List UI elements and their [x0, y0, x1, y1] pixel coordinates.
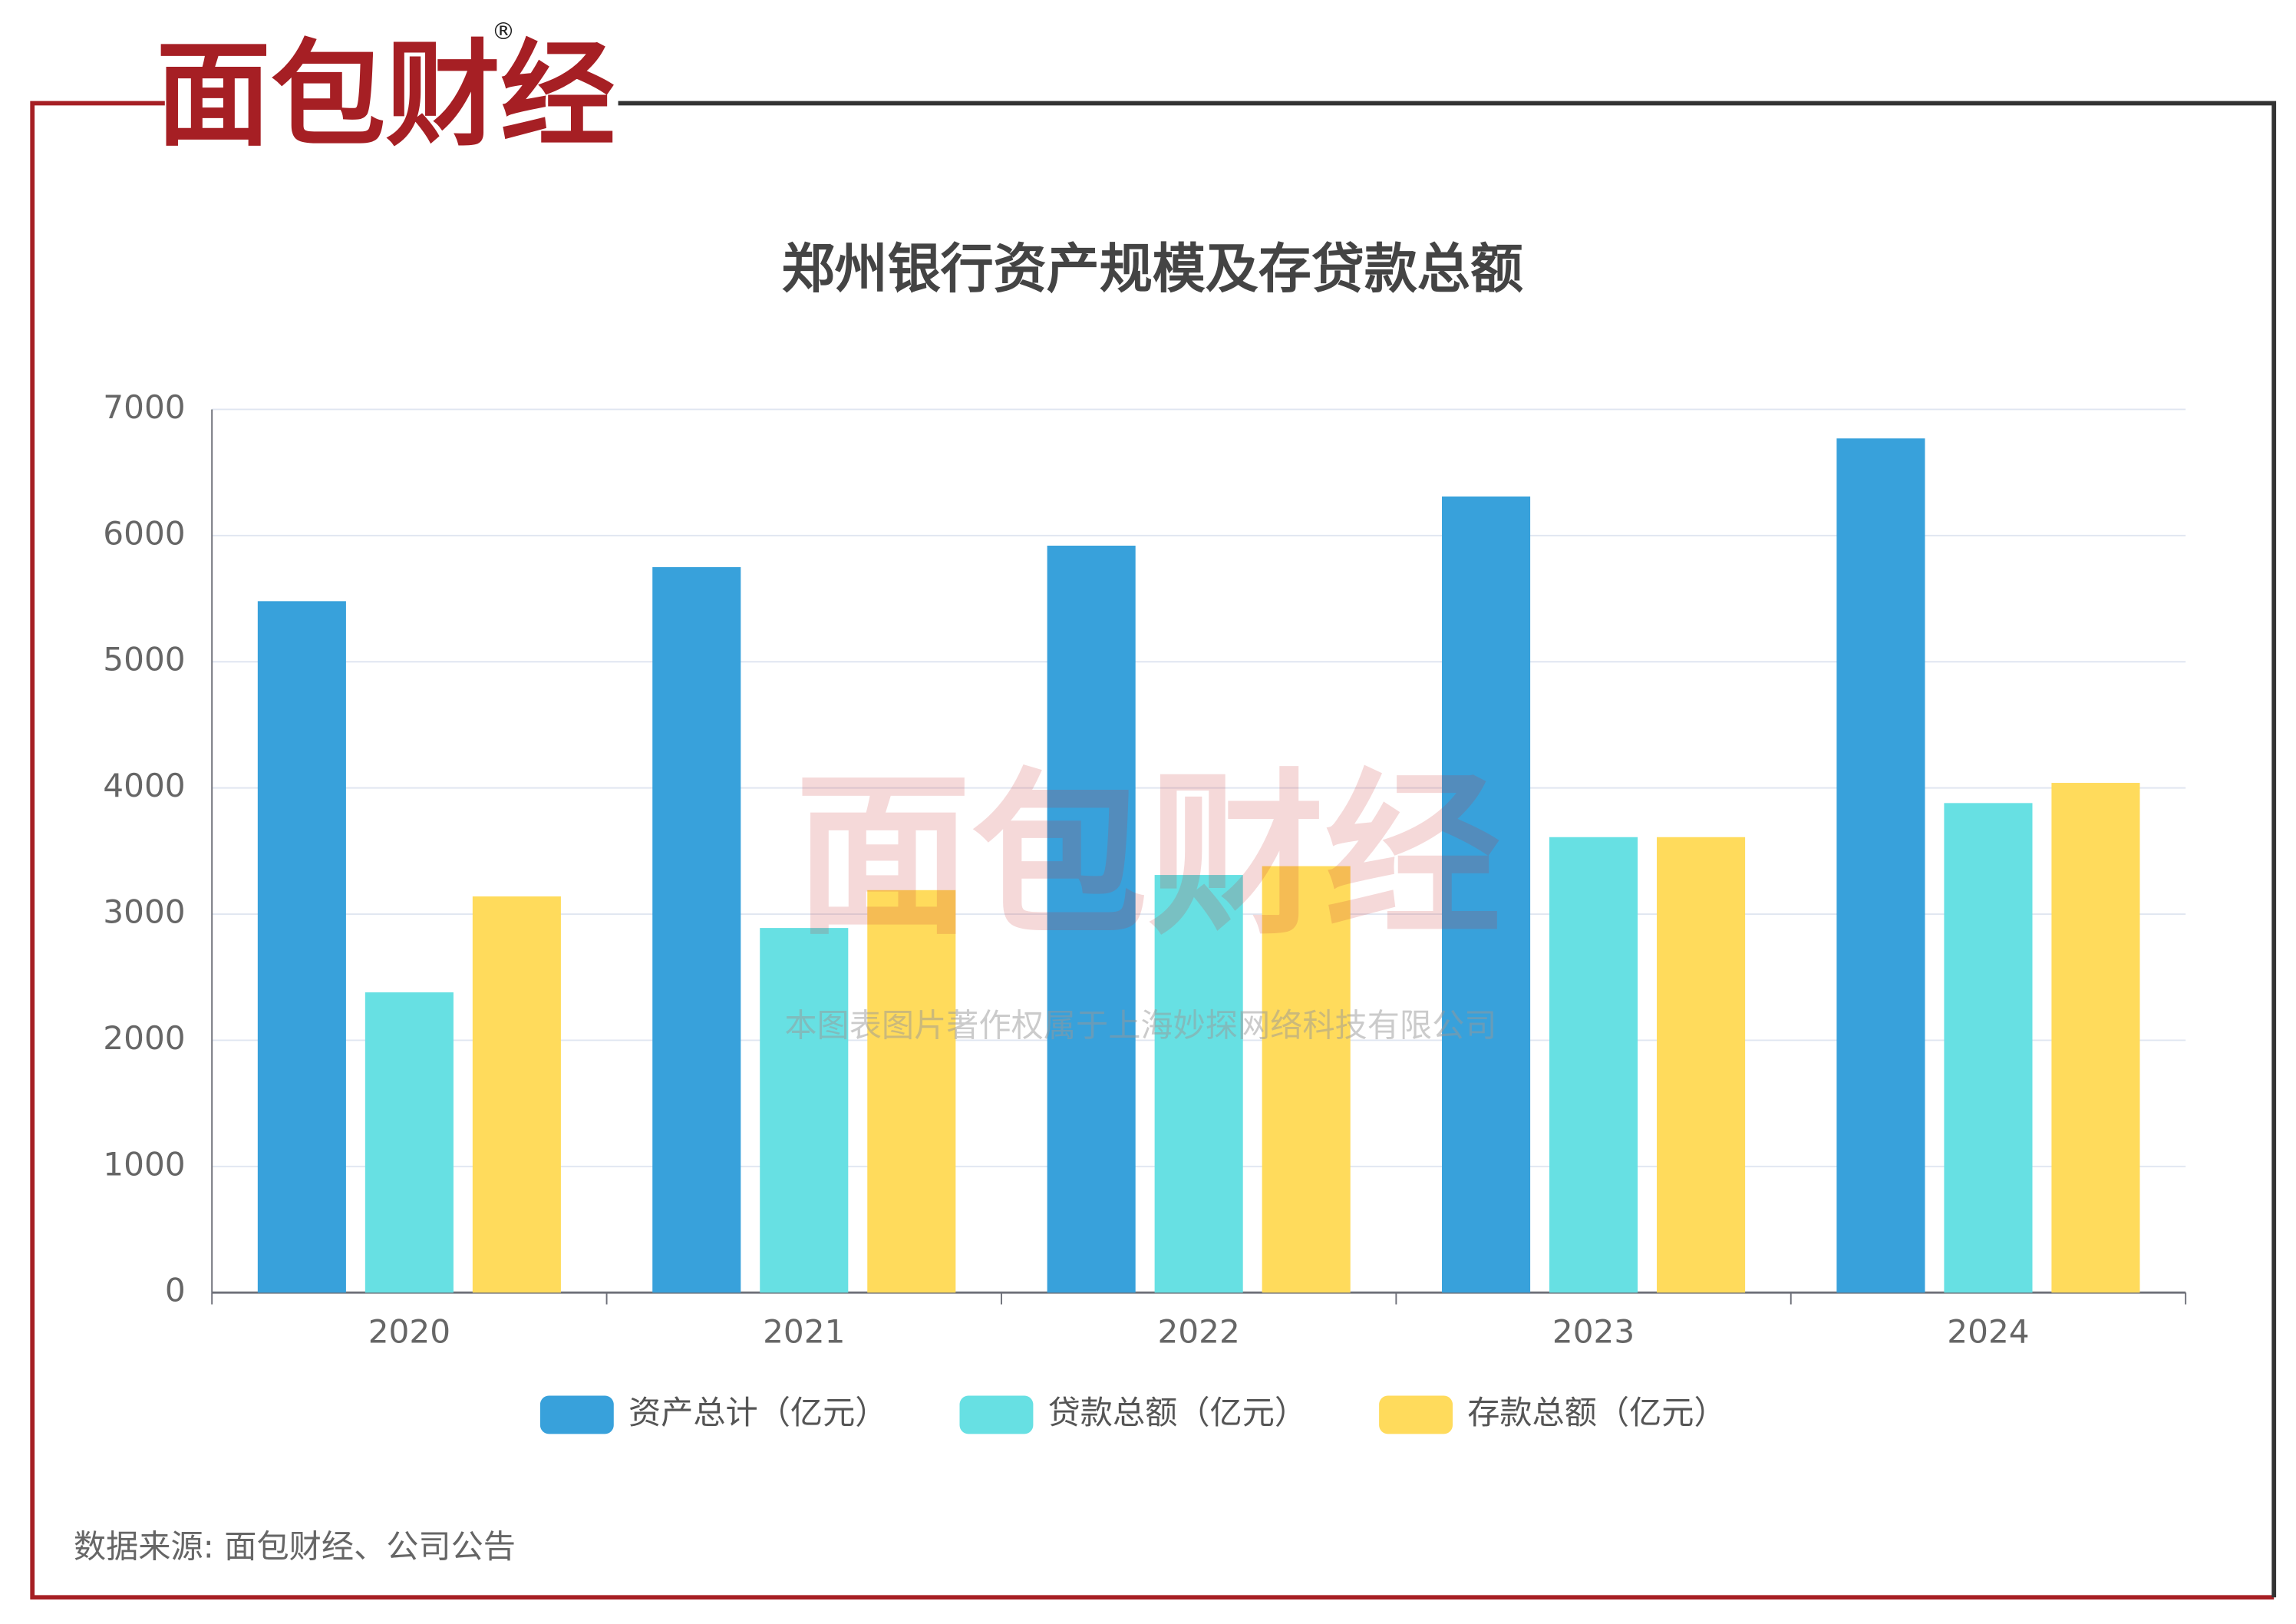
bar: [365, 992, 454, 1293]
legend-swatch: [959, 1395, 1034, 1434]
frame-dark: [618, 101, 2277, 1598]
bar: [472, 896, 561, 1293]
plot: 0 1000 2000 3000 4000 5000 6000 7000 2020 2021 202…: [103, 388, 2187, 1434]
y-tick-label: 2000: [103, 1019, 185, 1057]
bar: [1836, 438, 1925, 1293]
bar: [1657, 837, 1746, 1293]
bar: [1944, 803, 2033, 1293]
frame-red: [30, 101, 2275, 1600]
bar: [652, 566, 741, 1293]
legend-label: 贷款总额（亿元）: [1048, 1394, 1308, 1431]
y-tick-label: 0: [165, 1272, 186, 1309]
bar: [257, 601, 346, 1293]
legend-label: 资产总计（亿元）: [628, 1394, 888, 1431]
bar: [1262, 866, 1351, 1293]
x-tick-label: 2023: [1552, 1312, 1635, 1350]
legend-label: 存款总额（亿元）: [1467, 1394, 1727, 1431]
bar: [1442, 496, 1531, 1293]
legend-swatch: [1379, 1395, 1453, 1434]
bar: [760, 928, 849, 1293]
x-tick-label: 2020: [368, 1312, 450, 1350]
bar: [1154, 875, 1243, 1293]
source: 数据来源: 面包财经、公司公告: [74, 1527, 516, 1565]
y-tick-label: 3000: [103, 893, 185, 931]
watermark-logo: 面包财经: [795, 754, 1502, 959]
chart-title: 郑州银行资产规模及存贷款总额: [782, 239, 1523, 300]
brand-mark: ®: [492, 18, 516, 45]
x-tick-label: 2021: [763, 1312, 845, 1350]
bar: [2051, 783, 2140, 1293]
y-tick-label: 4000: [103, 767, 185, 804]
watermark-text: 本图表图片著作权属于上海妙探网络科技有限公司: [784, 1006, 1496, 1044]
y-tick-label: 5000: [103, 641, 185, 678]
y-tick-label: 6000: [103, 514, 185, 552]
x-tick-label: 2024: [1947, 1312, 2029, 1350]
y-tick-label: 1000: [103, 1145, 185, 1183]
bar: [1047, 545, 1136, 1293]
legend-swatch: [539, 1395, 614, 1434]
brand-logo: 面包财经: [156, 29, 615, 163]
y-tick-label: 7000: [103, 388, 185, 426]
bar: [867, 890, 956, 1293]
x-tick-label: 2022: [1157, 1312, 1239, 1350]
bar: [1549, 837, 1638, 1293]
